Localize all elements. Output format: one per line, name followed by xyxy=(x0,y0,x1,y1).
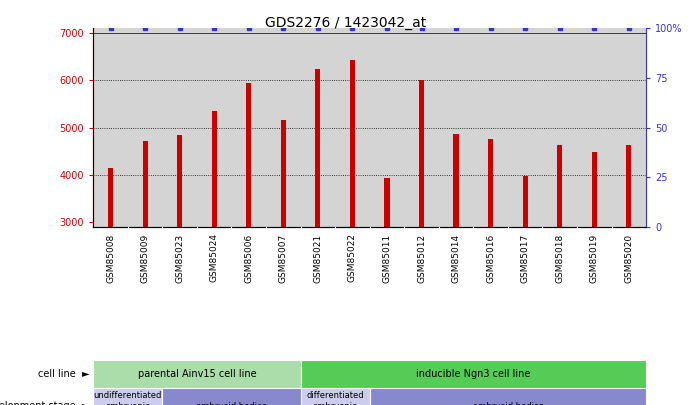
Bar xyxy=(384,178,390,227)
Text: GSM85006: GSM85006 xyxy=(244,233,254,283)
Bar xyxy=(142,141,148,227)
Text: GSM85018: GSM85018 xyxy=(555,233,565,283)
Text: GSM85017: GSM85017 xyxy=(520,233,530,283)
Bar xyxy=(522,176,528,227)
Text: cell line  ►: cell line ► xyxy=(38,369,90,379)
Text: parental Ainv15 cell line: parental Ainv15 cell line xyxy=(138,369,256,379)
Bar xyxy=(93,388,162,405)
Bar xyxy=(177,135,182,227)
Text: GSM85012: GSM85012 xyxy=(417,233,426,283)
Bar xyxy=(626,145,632,227)
Text: GSM85009: GSM85009 xyxy=(140,233,150,283)
Text: GSM85016: GSM85016 xyxy=(486,233,495,283)
Bar xyxy=(246,83,252,227)
Bar xyxy=(419,80,424,227)
Bar xyxy=(108,168,113,227)
Bar xyxy=(211,111,217,227)
Text: GSM85021: GSM85021 xyxy=(313,233,323,283)
Text: GSM85022: GSM85022 xyxy=(348,233,357,282)
Bar xyxy=(557,145,562,227)
Text: GSM85011: GSM85011 xyxy=(382,233,392,283)
Bar xyxy=(370,388,646,405)
Bar xyxy=(93,360,301,388)
Text: embryoid bodies: embryoid bodies xyxy=(196,402,267,405)
Text: GSM85014: GSM85014 xyxy=(451,233,461,283)
Bar xyxy=(301,388,370,405)
Bar xyxy=(350,60,355,227)
Bar xyxy=(281,119,286,227)
Text: GSM85008: GSM85008 xyxy=(106,233,115,283)
Text: GDS2276 / 1423042_at: GDS2276 / 1423042_at xyxy=(265,16,426,30)
Text: development stage  ►: development stage ► xyxy=(0,401,90,405)
Text: inducible Ngn3 cell line: inducible Ngn3 cell line xyxy=(416,369,531,379)
Text: GSM85023: GSM85023 xyxy=(175,233,184,283)
Bar xyxy=(315,70,321,227)
Text: GSM85007: GSM85007 xyxy=(278,233,288,283)
Bar xyxy=(453,134,459,227)
Text: GSM85019: GSM85019 xyxy=(589,233,599,283)
Text: GSM85020: GSM85020 xyxy=(624,233,634,283)
Bar xyxy=(488,139,493,227)
Text: GSM85024: GSM85024 xyxy=(209,233,219,282)
Text: differentiated
embryonic
stem cells: differentiated embryonic stem cells xyxy=(306,391,364,405)
Bar xyxy=(591,151,597,227)
Text: undifferentiated
embryonic
stem cells: undifferentiated embryonic stem cells xyxy=(94,391,162,405)
Text: embryoid bodies: embryoid bodies xyxy=(473,402,543,405)
Bar xyxy=(301,360,646,388)
Bar xyxy=(162,388,301,405)
